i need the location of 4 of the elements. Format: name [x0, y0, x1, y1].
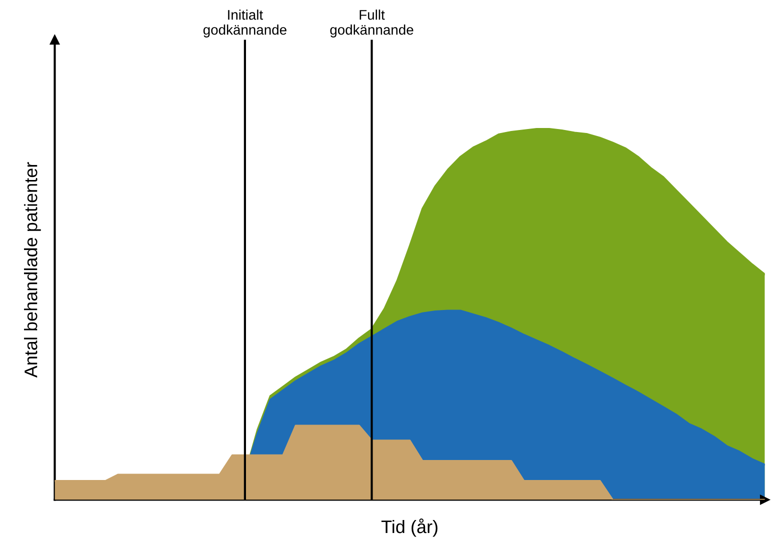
x-axis-title: Tid (år): [381, 518, 438, 537]
text: Fullt godkännande: [330, 10, 414, 38]
text: Initialt godkännande: [203, 10, 286, 38]
y-axis-title: Antal behandlade patienter: [24, 162, 41, 378]
